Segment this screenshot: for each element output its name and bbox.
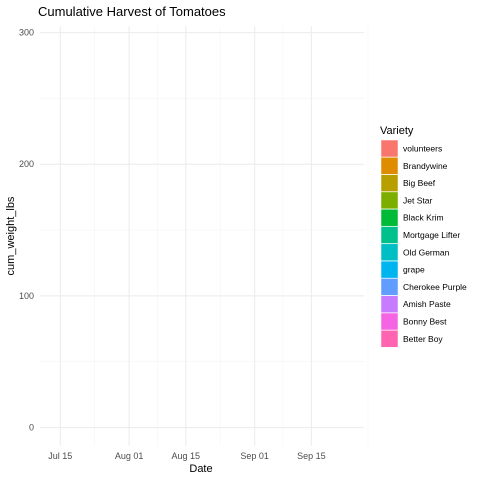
legend-key [380, 191, 399, 210]
legend-key [380, 226, 399, 244]
legend-title: Variety [380, 125, 414, 137]
x-tick-label: Sep 01 [240, 451, 269, 461]
y-tick-label: 100 [19, 291, 34, 301]
legend-label: Big Beef [403, 178, 436, 188]
y-axis-title: cum_weight_lbs [5, 196, 17, 275]
legend-items: volunteers Brandywine Big Beef Jet Star Blac… [380, 139, 467, 348]
legend-label: Old German [403, 247, 450, 257]
legend-key [380, 260, 399, 279]
legend-key [380, 278, 399, 296]
chart-title: Cumulative Harvest of Tomatoes [38, 4, 226, 19]
legend-label: volunteers [403, 144, 442, 154]
x-tick-label: Jul 15 [48, 451, 72, 461]
legend-key [380, 208, 399, 227]
legend-label: Jet Star [403, 195, 432, 205]
legend-key [380, 312, 399, 331]
legend-key [380, 139, 399, 158]
legend-key [380, 295, 399, 313]
legend-key [380, 174, 399, 192]
grid-lines [40, 26, 369, 446]
legend-label: Bonny Best [403, 317, 447, 327]
legend-label: Black Krim [403, 213, 444, 223]
x-axis-title: Date [189, 463, 212, 475]
x-tick-label: Aug 15 [172, 451, 201, 461]
legend-label: Brandywine [403, 161, 448, 171]
y-tick-label: 300 [19, 28, 34, 38]
y-tick-label: 0 [29, 423, 34, 433]
legend-label: Amish Paste [403, 299, 451, 309]
x-tick-label: Aug 01 [115, 451, 144, 461]
legend-label: Mortgage Lifter [403, 230, 460, 240]
x-axis-ticks: Jul 15 Aug 01 Aug 15 Sep 01 Sep 15 [48, 451, 325, 461]
y-tick-label: 200 [19, 159, 34, 169]
legend-key [380, 243, 399, 262]
legend-label: Better Boy [403, 334, 443, 344]
legend: Variety volunteers Brandywine Big Beef Jet … [380, 125, 467, 348]
legend-label: grape [403, 265, 425, 275]
legend-key [380, 330, 399, 348]
legend-key [380, 157, 399, 175]
y-axis-ticks: 0 100 200 300 [19, 28, 34, 433]
legend-label: Cherokee Purple [403, 282, 467, 292]
x-tick-label: Sep 15 [297, 451, 326, 461]
